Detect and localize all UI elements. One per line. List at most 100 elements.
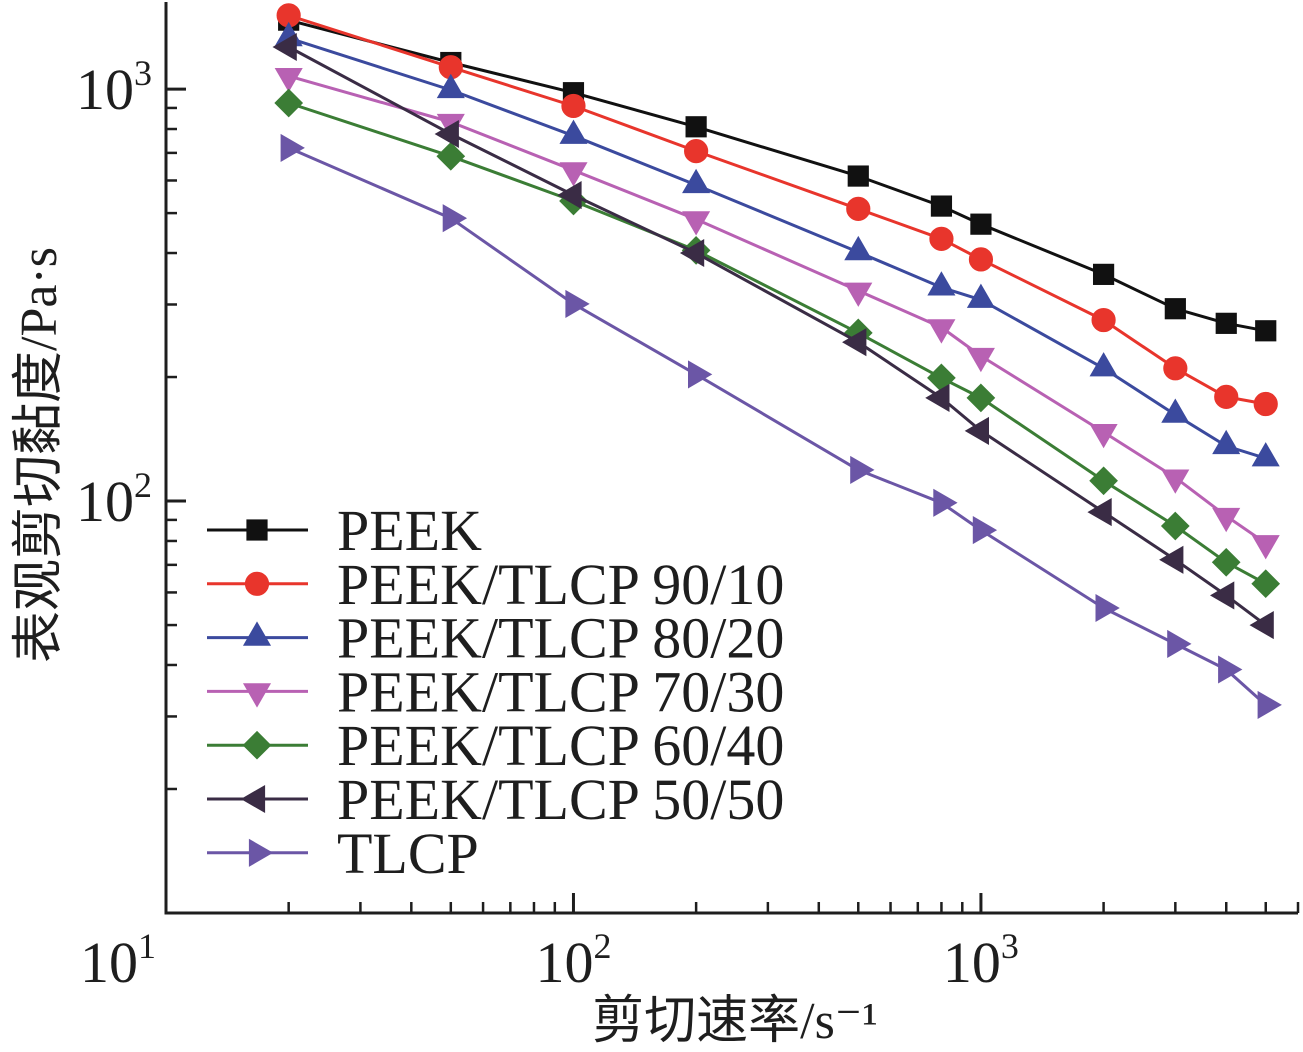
series-layer (272, 3, 1282, 719)
data-point-peek-tlcp-70-30 (274, 67, 303, 93)
data-point-peek-tlcp-70-30 (1251, 535, 1280, 560)
axes (164, 2, 1300, 915)
y-axis-title: 表观剪切黏度/Pa·s (11, 247, 68, 663)
data-point-tlcp (933, 488, 958, 517)
series-peek-tlcp-80-20 (274, 21, 1280, 467)
data-point-tlcp (850, 455, 875, 484)
legend-item-peek: PEEK (207, 498, 482, 563)
data-point-peek-tlcp-70-30 (844, 282, 873, 307)
data-point-peek-tlcp-50-50 (1159, 545, 1184, 574)
data-point-peek-tlcp-60-40 (1211, 547, 1241, 577)
data-point-tlcp (687, 360, 713, 389)
data-point-peek (930, 195, 953, 217)
legend-label: PEEK/TLCP 70/30 (337, 659, 784, 724)
series-peek-tlcp-70-30 (274, 67, 1280, 560)
data-point-peek-tlcp-70-30 (1161, 469, 1190, 494)
data-point-peek-tlcp-50-50 (925, 383, 950, 412)
data-point-peek (970, 213, 992, 235)
data-point-tlcp (1167, 629, 1192, 658)
data-point-tlcp (1218, 655, 1243, 684)
data-point-peek-tlcp-60-40 (1160, 511, 1190, 541)
legend-item-peek-tlcp-70-30: PEEK/TLCP 70/30 (207, 659, 784, 724)
data-point-peek-tlcp-60-40 (436, 141, 466, 171)
data-point-peek-tlcp-50-50 (842, 328, 867, 357)
data-point-peek-tlcp-60-40 (927, 363, 956, 393)
x-tick-label-base: 10 (535, 930, 593, 995)
legend-item-peek-tlcp-80-20: PEEK/TLCP 80/20 (207, 606, 784, 671)
data-point-peek-tlcp-70-30 (927, 319, 956, 344)
data-point-peek-tlcp-80-20 (1251, 442, 1280, 467)
y-tick-label-exponent: 3 (134, 53, 152, 93)
legend-marker (248, 838, 274, 867)
data-point-peek-tlcp-90-10 (1253, 391, 1278, 417)
data-point-peek (685, 116, 707, 138)
x-tick-label: 103 (943, 926, 1019, 995)
data-point-peek-tlcp-50-50 (1249, 611, 1274, 640)
legend-marker (246, 519, 268, 541)
y-tick-label-exponent: 2 (134, 465, 152, 505)
legend-item-peek-tlcp-60-40: PEEK/TLCP 60/40 (207, 713, 784, 778)
data-point-peek-tlcp-70-30 (1212, 507, 1241, 533)
data-point-tlcp (1095, 593, 1120, 623)
data-point-peek-tlcp-50-50 (1210, 581, 1235, 610)
data-point-peek-tlcp-60-40 (274, 88, 304, 118)
y-tick-label-base: 10 (76, 57, 134, 122)
data-point-peek-tlcp-80-20 (1089, 352, 1118, 377)
y-tick-label: 102 (76, 465, 152, 534)
data-point-peek-tlcp-80-20 (436, 73, 465, 99)
series-peek-tlcp-60-40 (274, 88, 1281, 599)
x-tick-label-base: 10 (80, 930, 138, 995)
series-line-peek-tlcp-70-30 (288, 74, 1267, 545)
legend-label: PEEK/TLCP 60/40 (337, 713, 784, 778)
x-tick-label-exponent: 1 (138, 926, 156, 966)
data-point-peek-tlcp-50-50 (964, 416, 990, 445)
legend-marker (242, 683, 272, 708)
legend-label: PEEK/TLCP 90/10 (337, 552, 784, 617)
data-point-peek-tlcp-80-20 (1212, 429, 1241, 455)
data-point-peek-tlcp-70-30 (1089, 424, 1118, 449)
x-axis-title: 剪切速率/s⁻¹ (592, 993, 878, 1050)
data-point-peek-tlcp-50-50 (1087, 498, 1112, 527)
legend-item-peek-tlcp-90-10: PEEK/TLCP 90/10 (207, 552, 784, 617)
series-tlcp (280, 133, 1282, 719)
y-tick-label-base: 10 (76, 469, 134, 534)
data-point-peek-tlcp-60-40 (1251, 569, 1281, 599)
data-point-peek-tlcp-70-30 (966, 347, 995, 373)
legend-marker (244, 571, 270, 596)
data-point-peek-tlcp-90-10 (684, 139, 709, 164)
data-point-peek-tlcp-80-20 (559, 119, 588, 144)
x-tick-label-exponent: 2 (593, 926, 611, 966)
legend-marker (242, 621, 272, 646)
data-point-peek-tlcp-60-40 (966, 383, 996, 413)
data-point-tlcp (442, 204, 467, 233)
series-peek-tlcp-50-50 (272, 32, 1274, 640)
data-point-peek (1164, 298, 1186, 320)
series-line-peek-tlcp-80-20 (288, 36, 1267, 460)
data-point-peek-tlcp-90-10 (1091, 307, 1116, 333)
data-point-tlcp (280, 133, 305, 162)
x-tick-label: 101 (80, 926, 156, 995)
data-point-tlcp (1257, 690, 1282, 719)
data-point-peek-tlcp-90-10 (968, 247, 994, 272)
x-tick-label-exponent: 3 (1001, 926, 1019, 966)
data-point-peek-tlcp-90-10 (561, 93, 586, 119)
data-point-peek-tlcp-50-50 (272, 32, 297, 62)
legend-item-tlcp: TLCP (207, 821, 479, 886)
legend-item-peek-tlcp-50-50: PEEK/TLCP 50/50 (207, 767, 784, 832)
legend-marker (240, 784, 266, 814)
data-point-peek-tlcp-80-20 (844, 235, 873, 261)
data-point-peek-tlcp-50-50 (679, 238, 705, 268)
data-point-peek-tlcp-80-20 (1161, 398, 1190, 423)
x-tick-label: 102 (535, 926, 611, 995)
data-point-peek-tlcp-60-40 (1089, 466, 1118, 496)
data-point-peek-tlcp-90-10 (929, 226, 954, 251)
data-point-peek-tlcp-70-30 (559, 162, 588, 187)
data-point-peek-tlcp-90-10 (1163, 356, 1188, 381)
legend-label: PEEK/TLCP 80/20 (337, 606, 784, 671)
data-point-tlcp (565, 289, 590, 318)
data-point-tlcp (972, 516, 998, 545)
data-point-peek-tlcp-70-30 (682, 211, 711, 236)
